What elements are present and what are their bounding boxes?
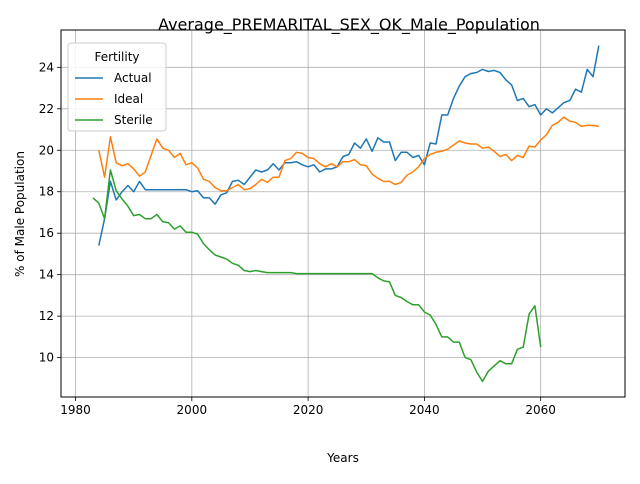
series-line-actual	[98, 45, 600, 246]
x-axis-label: Years	[326, 451, 359, 465]
x-tick-label: 2000	[177, 403, 208, 417]
series-line-ideal	[98, 116, 599, 192]
legend-label-actual: Actual	[114, 71, 152, 85]
y-tick-label: 10	[39, 351, 54, 365]
x-tick-label: 2020	[293, 403, 324, 417]
x-tick-label: 2060	[525, 403, 556, 417]
series-lines	[92, 45, 600, 383]
y-axis-label: % of Male Population	[13, 151, 27, 277]
plot-frame	[60, 29, 626, 398]
x-tick-label: 2040	[409, 403, 440, 417]
y-tick-label: 16	[39, 226, 54, 240]
legend-label-sterile: Sterile	[114, 113, 153, 127]
series-line-sterile	[92, 169, 542, 383]
y-tick-label: 20	[39, 143, 54, 157]
legend-box	[67, 42, 167, 132]
y-tick-label: 12	[39, 309, 54, 323]
y-tick-label: 24	[39, 60, 54, 74]
y-tick-label: 22	[39, 102, 54, 116]
legend-entries: Actual Ideal Sterile	[75, 71, 153, 127]
x-tick-label: 1980	[60, 403, 91, 417]
x-axis-ticks: 1980 2000 2020 2040 2060	[60, 397, 556, 417]
legend-label-ideal: Ideal	[114, 92, 143, 106]
y-tick-label: 14	[39, 268, 54, 282]
legend-title: Fertility	[94, 50, 139, 64]
chart-title: Average_PREMARITAL_SEX_OK_Male_Populatio…	[158, 15, 540, 35]
legend: Fertility Actual Ideal Sterile	[67, 42, 167, 132]
y-axis-ticks: 10 12 14 16 18 20 22 24	[39, 60, 61, 365]
y-tick-label: 18	[39, 185, 54, 199]
